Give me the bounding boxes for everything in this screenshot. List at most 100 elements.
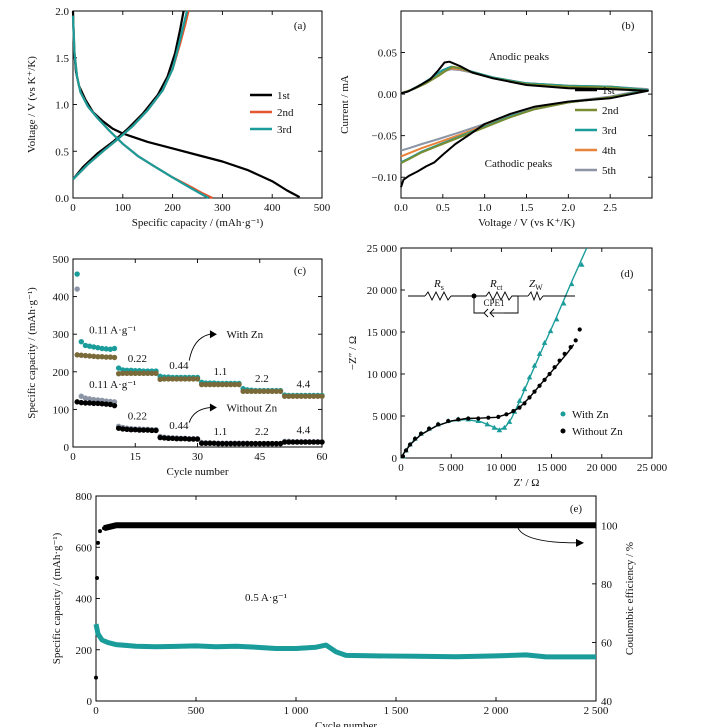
y2-axis-label: Coulombic efficiency / %: [624, 542, 636, 655]
charge-point: [178, 376, 184, 382]
y-axis-label: Voltage / V (vs K⁺/K): [26, 56, 38, 153]
charge-point: [273, 440, 280, 447]
legend-label: 4th: [602, 145, 617, 157]
charge-point: [95, 354, 101, 360]
charge-point: [290, 393, 296, 399]
rate-label: 2.2: [255, 373, 269, 385]
charge-point: [145, 427, 151, 433]
charge-point: [232, 381, 238, 388]
panel-a-voltage-profile: 0 100 200 300 400 500 0.0 0.5 1.0 1.5 2.0 Specific …: [26, 6, 331, 229]
charge-point: [149, 370, 155, 377]
charge-point: [74, 352, 80, 358]
series-line-2nd: [72, 10, 190, 181]
charge-point: [115, 370, 122, 377]
discharge-point: [78, 339, 85, 345]
discharge-point: [91, 344, 97, 350]
data-point: [486, 415, 491, 420]
legend-marker: [560, 428, 566, 434]
y-tick-label: 200: [53, 367, 70, 379]
plot-frame: [400, 247, 653, 459]
data-point: [577, 327, 582, 332]
x-axis-label: Specific capacity / (mAh·g⁻¹): [132, 217, 264, 229]
y-tick-label: 1.5: [55, 53, 69, 65]
charge-point: [165, 435, 172, 442]
discharge-point: [91, 396, 97, 403]
charge-point: [265, 388, 271, 395]
charge-point: [140, 427, 147, 433]
charge-point: [99, 354, 105, 360]
charge-point: [157, 376, 163, 383]
x-tick-label: 2.0: [561, 202, 575, 214]
charge-point: [182, 376, 188, 382]
data-point: [418, 431, 424, 436]
charge-point: [215, 381, 221, 388]
charge-point: [257, 440, 263, 447]
data-point: [562, 351, 567, 356]
x-tick-label: 2.5: [603, 202, 617, 214]
charge-point: [207, 381, 213, 388]
rate-label: 4.4: [296, 424, 310, 436]
panel-c-rate-performance: 0 15 30 45 60 0 100 200 300 400 500 Cycle number Spe…: [26, 254, 328, 478]
discharge-point: [111, 399, 118, 405]
rate-label: 0.44: [169, 420, 189, 432]
charge-point: [244, 440, 250, 447]
charge-point: [174, 376, 180, 382]
charge-point: [120, 370, 126, 377]
y-tick-label: 0.00: [378, 89, 398, 101]
series-line-1st: [400, 60, 649, 188]
charge-point: [169, 435, 176, 442]
charge-point: [240, 440, 246, 447]
series-line-3rd: [71, 15, 210, 199]
circuit-label-main: Z: [529, 278, 536, 290]
x-tick-label: 500: [188, 705, 205, 717]
x-tick-label: 0.0: [394, 202, 408, 214]
arrow-label: With Zn: [227, 329, 264, 341]
circuit-label-main: R: [489, 278, 497, 290]
charge-point: [311, 439, 317, 445]
circuit-label: ZW: [529, 278, 543, 292]
charge-point: [136, 370, 143, 377]
data-point: [547, 328, 554, 334]
data-point: [560, 300, 567, 306]
fit-line-Without Zn: [400, 344, 575, 459]
y-axis-label: Specific capacity / (mAh·g⁻¹): [51, 532, 63, 664]
warburg-element: [527, 290, 544, 302]
discharge-point: [74, 286, 80, 292]
charge-point: [261, 388, 267, 395]
discharge-point: [78, 393, 85, 399]
x-tick-label: 25 000: [637, 462, 668, 474]
legend-label: Without Zn: [572, 426, 623, 438]
data-point: [527, 395, 532, 400]
x-tick-label: 10 000: [486, 462, 517, 474]
charge-point: [298, 439, 304, 445]
y-tick-label: 2.0: [55, 6, 69, 18]
x-axis-label: Z′ / Ω: [514, 477, 540, 489]
charge-point: [107, 354, 114, 360]
x-tick-label: 0: [398, 462, 404, 474]
discharge-point: [115, 365, 122, 371]
charge-point: [74, 399, 80, 405]
data-point: [521, 386, 528, 392]
y2-tick-label: 80: [601, 579, 613, 591]
x-axis-label: Voltage / V (vs K⁺/K): [478, 217, 575, 229]
rate-label: 0.11 A·g⁻¹: [89, 379, 136, 391]
data-point: [536, 350, 543, 356]
data-point: [516, 397, 523, 403]
charge-point: [190, 376, 197, 382]
rate-annotation: 0.5 A·g⁻¹: [245, 592, 287, 604]
charge-point: [153, 370, 159, 377]
rate-label: 0.22: [128, 353, 147, 365]
y-tick-label: 300: [53, 329, 70, 341]
panel-label: (b): [622, 20, 635, 32]
charge-point: [78, 399, 85, 406]
charge-point: [157, 434, 163, 441]
charge-point: [298, 393, 304, 399]
data-point: [522, 401, 527, 406]
panel-label: (c): [294, 265, 307, 277]
discharge-point: [82, 342, 89, 349]
y-tick-label: 400: [53, 292, 70, 304]
y-axis-label: Specific capacity / (mAh·g⁻¹): [26, 287, 38, 419]
charge-point: [136, 427, 143, 433]
charge-point: [86, 353, 93, 359]
charge-point: [223, 381, 230, 388]
